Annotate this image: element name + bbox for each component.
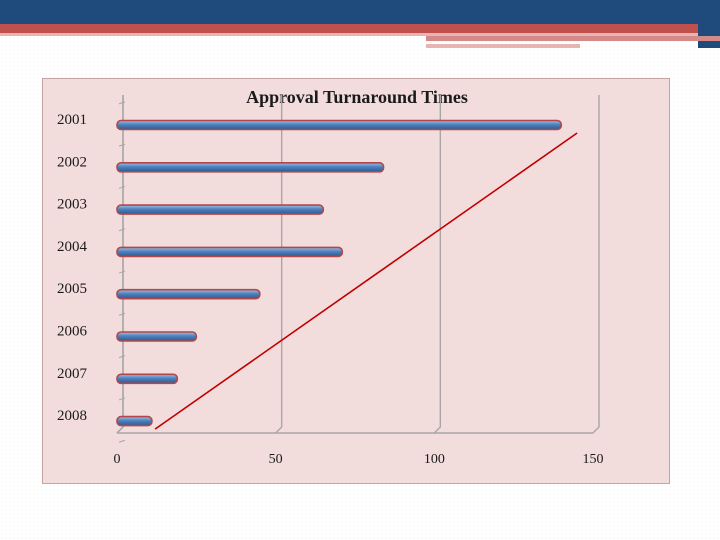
bar-2001 — [116, 119, 563, 131]
category-label: 2005 — [57, 281, 87, 297]
gridline — [433, 95, 442, 434]
bar-2003 — [116, 204, 325, 215]
bar-2004 — [116, 246, 344, 258]
header-accent-line-short — [426, 44, 580, 48]
category-label: 2007 — [57, 366, 88, 382]
category-tick — [118, 312, 126, 316]
category-tick — [118, 397, 126, 401]
category-tick — [118, 439, 126, 443]
gridline — [592, 95, 600, 434]
category-tick — [118, 185, 126, 189]
category-tick — [118, 270, 126, 274]
bar-2008 — [116, 415, 153, 427]
bar-chart: Approval Turnaround Times 2001 2002 2003 20… — [57, 87, 604, 467]
x-tick-label: 100 — [424, 452, 445, 467]
category-label: 2001 — [57, 112, 87, 128]
chart-frame: Approval Turnaround Times 2001 2002 2003 20… — [42, 78, 670, 484]
header-accent-line — [426, 36, 720, 41]
category-tick — [118, 143, 126, 147]
header-bar — [0, 0, 720, 24]
gridline — [275, 95, 283, 434]
category-tick — [118, 101, 126, 105]
bar-2007 — [116, 373, 179, 385]
category-label: 2003 — [57, 197, 87, 213]
bar-2005 — [116, 288, 261, 300]
x-tick-label: 150 — [583, 452, 604, 467]
header-stripe — [0, 24, 720, 33]
x-tick-label: 50 — [269, 452, 283, 467]
trend-line — [154, 132, 578, 430]
category-tick — [118, 228, 126, 232]
category-label: 2008 — [57, 408, 87, 424]
header-thin-stripe — [0, 33, 720, 36]
category-tick — [118, 355, 126, 359]
chart-title: Approval Turnaround Times — [246, 87, 468, 107]
bar-2002 — [116, 162, 385, 173]
category-label: 2002 — [57, 154, 87, 170]
bar-2006 — [116, 331, 198, 342]
category-label: 2006 — [57, 324, 88, 340]
x-tick-label: 0 — [114, 452, 121, 467]
category-label: 2004 — [57, 239, 88, 255]
